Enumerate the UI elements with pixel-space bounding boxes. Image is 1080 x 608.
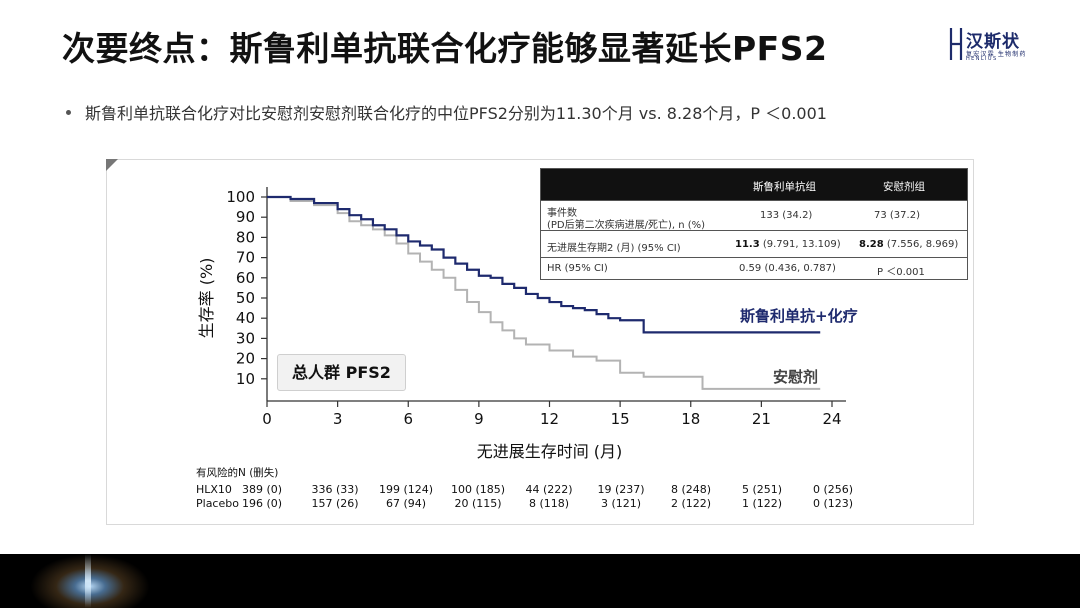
x-tick-label: 3 — [333, 410, 343, 428]
stats-pfs2-hlx10-ci: (9.791, 13.109) — [759, 239, 841, 250]
series-label-hlx10: 斯鲁利单抗+化疗 — [740, 307, 858, 325]
series-label-placebo: 安慰剂 — [773, 368, 818, 386]
stats-pfs2-placebo-ci: (7.556, 8.969) — [883, 239, 959, 250]
stats-pfs2-placebo-median: 8.28 — [859, 239, 884, 250]
risk-cell: 157 (26) — [311, 497, 359, 510]
risk-cell: 44 (222) — [525, 483, 573, 496]
stats-events-placebo: 73 (37.2) — [874, 210, 920, 221]
y-tick-label: 90 — [236, 208, 255, 226]
risk-cell: 67 (94) — [385, 497, 427, 510]
y-axis-label: 生存率 (%) — [197, 258, 216, 339]
y-tick-label: 100 — [226, 188, 255, 206]
bullet-text: 斯鲁利单抗联合化疗对比安慰剂安慰剂联合化疗的中位PFS2分别为11.30个月 v… — [85, 104, 827, 123]
x-tick-label: 9 — [474, 410, 484, 428]
risk-cell: 1 (122) — [741, 497, 783, 510]
y-tick-label: 70 — [236, 249, 255, 267]
y-tick-label: 20 — [236, 350, 255, 368]
y-tick-label: 10 — [236, 370, 255, 388]
risk-cell: 20 (115) — [454, 497, 502, 510]
stats-table-header: 斯鲁利单抗组 安慰剂组 — [541, 169, 967, 200]
risk-cell: 5 (251) — [741, 483, 783, 496]
x-tick-label: 21 — [752, 410, 771, 428]
x-axis-label: 无进展生存时间 (月) — [477, 442, 623, 461]
stats-header-placebo: 安慰剂组 — [883, 181, 925, 193]
risk-cell: 0 (256) — [812, 483, 854, 496]
series-line-hlx10 — [267, 195, 821, 334]
logo-subtitle-en: HENLIUS — [966, 56, 998, 62]
risk-cell: 19 (237) — [597, 483, 645, 496]
risk-cell: 8 (248) — [670, 483, 712, 496]
risk-cell: 196 (0) — [241, 497, 283, 510]
stats-table: 斯鲁利单抗组 安慰剂组 事件数 (PD后第二次疾病进展/死亡), n (%) 1… — [540, 168, 968, 280]
x-tick-label: 6 — [403, 410, 413, 428]
stats-hr-label: HR (95% CI) — [547, 263, 608, 274]
risk-cell: 0 (123) — [812, 497, 854, 510]
stats-pfs2-placebo: 8.28 (7.556, 8.969) — [859, 239, 958, 250]
series-line-placebo — [267, 196, 821, 390]
footer-light-beam — [85, 554, 91, 608]
stats-pfs2-hlx10-median: 11.3 — [735, 239, 760, 250]
risk-cell: 3 (121) — [600, 497, 642, 510]
stats-row-events: 事件数 (PD后第二次疾病进展/死亡), n (%) 133 (34.2) 73… — [541, 200, 967, 231]
stats-pfs2-label: 无进展生存期2 (月) (95% CI) — [547, 243, 681, 254]
x-tick-label: 18 — [681, 410, 700, 428]
y-tick-label: 40 — [236, 309, 255, 327]
risk-cell: 2 (122) — [670, 497, 712, 510]
logo-subtitle: 复宏汉霖 生物制药 — [966, 51, 1027, 58]
risk-cell: 199 (124) — [378, 483, 434, 496]
stats-events-hlx10: 133 (34.2) — [760, 210, 813, 221]
x-tick-label: 24 — [822, 410, 841, 428]
stats-pfs2-hlx10: 11.3 (9.791, 13.109) — [735, 239, 841, 250]
stats-row-pfs2: 无进展生存期2 (月) (95% CI) 11.3 (9.791, 13.109… — [541, 230, 967, 257]
y-tick-label: 30 — [236, 329, 255, 347]
logo-mark-icon — [949, 28, 963, 60]
company-logo: 汉斯状 复宏汉霖 生物制药 HENLIUS — [948, 24, 1040, 64]
slide-title: 次要终点：斯鲁利单抗联合化疗能够显著延长PFS2 — [62, 29, 828, 68]
risk-cell: 8 (118) — [528, 497, 570, 510]
bullet-dot-icon — [66, 110, 71, 115]
overall-population-label: 总人群 PFS2 — [277, 354, 406, 391]
corner-mark-icon — [106, 159, 118, 171]
y-tick-label: 50 — [236, 289, 255, 307]
stats-row-hr: HR (95% CI) 0.59 (0.436, 0.787) P ＜0.001 — [541, 257, 967, 279]
risk-cell: 100 (185) — [450, 483, 506, 496]
stats-events-label-1: 事件数 — [547, 208, 577, 219]
bullet-point: 斯鲁利单抗联合化疗对比安慰剂安慰剂联合化疗的中位PFS2分别为11.30个月 v… — [66, 100, 827, 124]
footer-banner — [0, 554, 1080, 608]
x-tick-label: 12 — [540, 410, 559, 428]
risk-table-title: 有风险的N (删失) — [196, 467, 279, 479]
logo-name: 汉斯状 — [966, 32, 1020, 52]
risk-row-label-hlx10: HLX10 — [196, 483, 232, 496]
risk-cell: 389 (0) — [241, 483, 283, 496]
x-tick-label: 15 — [611, 410, 630, 428]
risk-row-label-placebo: Placebo — [196, 497, 239, 510]
stats-events-label-2: (PD后第二次疾病进展/死亡), n (%) — [547, 220, 706, 231]
y-tick-label: 80 — [236, 228, 255, 246]
y-tick-label: 60 — [236, 269, 255, 287]
stats-hr-value: 0.59 (0.436, 0.787) — [739, 263, 836, 274]
risk-cell: 336 (33) — [311, 483, 359, 496]
stats-p-value: P ＜0.001 — [877, 267, 925, 278]
x-tick-label: 0 — [262, 410, 272, 428]
stats-header-hlx10: 斯鲁利单抗组 — [753, 181, 816, 193]
